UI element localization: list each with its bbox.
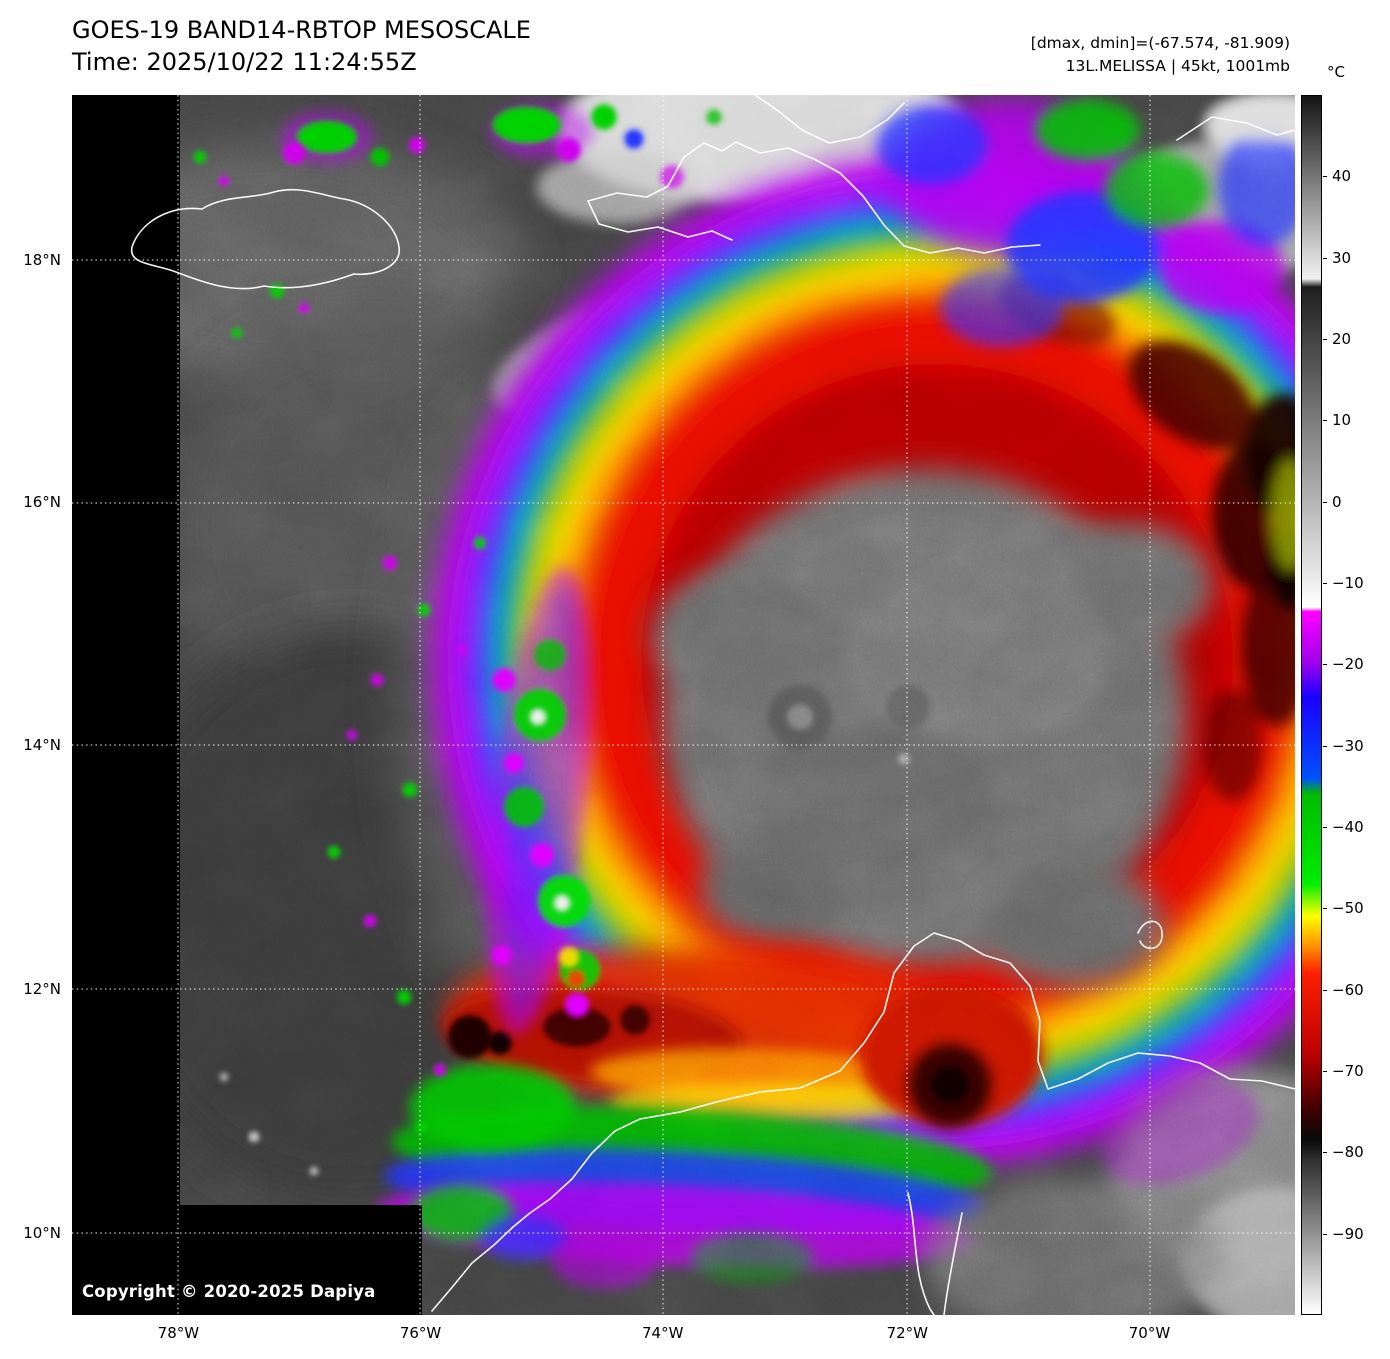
colorbar-tick-label: −10	[1332, 574, 1364, 592]
timestamp: Time: 2025/10/22 11:24:55Z	[72, 48, 417, 76]
coast-tiburon-peninsula	[587, 200, 733, 241]
colorbar-tick-label: 40	[1332, 167, 1352, 186]
lat-axis: 18°N 16°N 14°N 12°N 10°N	[0, 95, 66, 1315]
colorbar-tick-mark	[1323, 339, 1327, 340]
colorbar-tick-mark	[1323, 257, 1327, 259]
colorbar-tick-mark	[1323, 1071, 1327, 1072]
graticule	[72, 95, 1295, 1315]
colorbar-tick-mark	[1323, 664, 1327, 666]
ir-data-layer	[180, 95, 1295, 1315]
lon-tick-label: 78°W	[157, 1324, 200, 1342]
colorbar-tick-label: −80	[1332, 1143, 1364, 1162]
lon-tick-label: 70°W	[1128, 1324, 1171, 1342]
lat-tick-label: 10°N	[23, 1224, 61, 1243]
storm-label: 13L.MELISSA | 45kt, 1001mb	[1065, 57, 1290, 76]
colorbar-tick-label: −20	[1332, 655, 1364, 674]
coast-maracaibo-west	[907, 1192, 935, 1315]
colorbar-tick-label: −90	[1332, 1224, 1364, 1243]
satellite-image	[72, 95, 1295, 1315]
lon-axis: 78°W 76°W 74°W 72°W 70°W	[72, 1324, 1295, 1350]
colorbar-tick-mark	[1323, 989, 1327, 991]
copyright-watermark: Copyright © 2020-2025 Dapiya	[82, 1282, 376, 1301]
colorbar-gradient	[1302, 96, 1321, 1314]
coast-south-america	[431, 932, 1295, 1312]
info-block: [dmax, dmin]=(-67.574, -81.909) 13L.MELI…	[1031, 32, 1290, 79]
colorbar-tick-mark	[1323, 1152, 1327, 1154]
colorbar-tick-label: −70	[1332, 1062, 1364, 1080]
colorbar-tick-mark	[1323, 176, 1327, 178]
colorbar-tick-label: −50	[1332, 899, 1364, 918]
colorbar-tick-mark	[1323, 745, 1327, 747]
colorbar-tick-mark	[1323, 501, 1327, 503]
dmax-dmin-readout: [dmax, dmin]=(-67.574, -81.909)	[1030, 34, 1290, 52]
colorbar-tick-label: −40	[1332, 818, 1364, 836]
colorbar-tick-mark	[1323, 420, 1327, 422]
colorbar-tick-mark	[1323, 1233, 1327, 1235]
coast-maracaibo-east	[943, 1212, 963, 1315]
colorbar-tick-label: 0	[1332, 492, 1342, 511]
colorbar-tick-mark	[1323, 827, 1327, 828]
coast-northeast-island	[1176, 116, 1295, 141]
coast-cuba	[754, 95, 905, 144]
coast-jamaica	[130, 188, 400, 290]
coast-islet	[1137, 920, 1163, 950]
coastlines	[130, 95, 1295, 1315]
lon-tick-label: 72°W	[886, 1324, 929, 1342]
colorbar-tick-mark	[1323, 583, 1327, 584]
colorbar-tick-label: −60	[1332, 980, 1364, 999]
colorbar	[1301, 95, 1322, 1315]
page-title: GOES-19 BAND14-RBTOP MESOSCALE	[72, 16, 531, 44]
coast-hispaniola	[587, 141, 1041, 254]
colorbar-tick-label: 10	[1332, 411, 1352, 430]
colorbar-tick-mark	[1323, 908, 1327, 910]
lon-tick-label: 76°W	[399, 1324, 442, 1342]
lat-tick-label: 12°N	[23, 980, 61, 999]
colorbar-tick-label: 30	[1332, 248, 1352, 267]
lon-tick-label: 74°W	[641, 1324, 684, 1342]
map-panel: Copyright © 2020-2025 Dapiya	[72, 95, 1295, 1315]
colorbar-tick-label: 20	[1332, 330, 1352, 348]
lat-tick-label: 18°N	[23, 250, 61, 269]
colorbar-unit-label: °C	[1327, 63, 1345, 81]
lat-tick-label: 16°N	[23, 493, 61, 512]
lat-tick-label: 14°N	[23, 736, 61, 755]
colorbar-tick-label: −30	[1332, 736, 1364, 755]
colorbar-ticks: 40 30 20 10 0 −10 −20 −30 −40 −50 −60 −70 −80 −90	[1322, 95, 1390, 1315]
